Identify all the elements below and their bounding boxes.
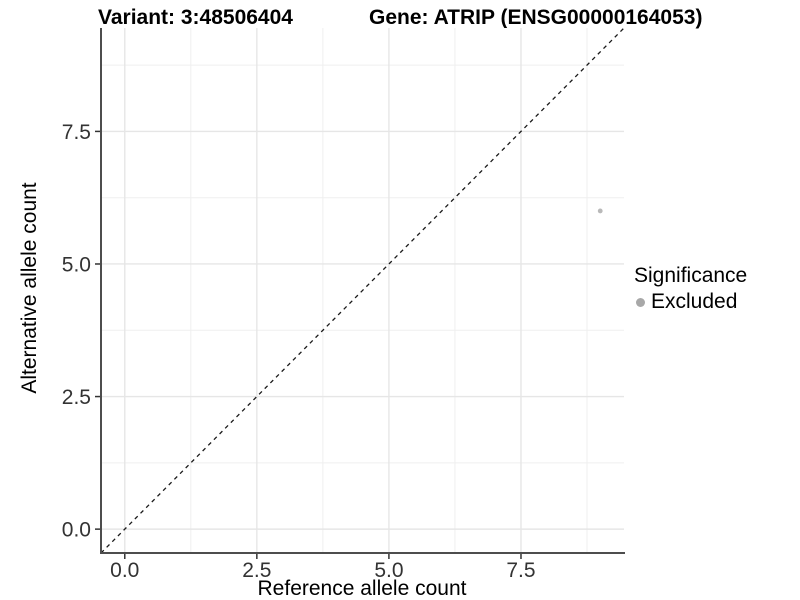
variant-title: Variant: 3:48506404 bbox=[98, 6, 293, 29]
x-axis-title: Reference allele count bbox=[257, 577, 467, 600]
x-tick-label: 0.0 bbox=[110, 559, 139, 582]
gene-title: Gene: ATRIP (ENSG00000164053) bbox=[369, 6, 703, 29]
plot-canvas: 0.0 2.5 5.0 7.5 0.0 2.5 5.0 7.5 bbox=[62, 27, 625, 582]
legend-item-label: Excluded bbox=[651, 290, 738, 313]
legend-title: Significance bbox=[634, 264, 748, 287]
plot-panel: 0.0 2.5 5.0 7.5 0.0 2.5 5.0 7.5 bbox=[62, 27, 625, 582]
x-tick-label: 5.0 bbox=[374, 559, 403, 582]
legend: Significance Excluded bbox=[634, 264, 747, 313]
y-tick-label: 7.5 bbox=[62, 121, 91, 144]
identity-line bbox=[100, 27, 625, 554]
y-tick-label: 5.0 bbox=[62, 253, 91, 276]
y-tick-label: 2.5 bbox=[62, 386, 91, 409]
legend-item-excluded: Excluded bbox=[634, 291, 747, 313]
data-point bbox=[597, 208, 603, 214]
x-tick-label: 2.5 bbox=[242, 559, 271, 582]
x-tick-label: 7.5 bbox=[506, 559, 535, 582]
y-tick-label: 0.0 bbox=[62, 519, 91, 542]
y-axis-title: Alternative allele count bbox=[18, 182, 41, 394]
legend-point-swatch bbox=[636, 297, 645, 307]
